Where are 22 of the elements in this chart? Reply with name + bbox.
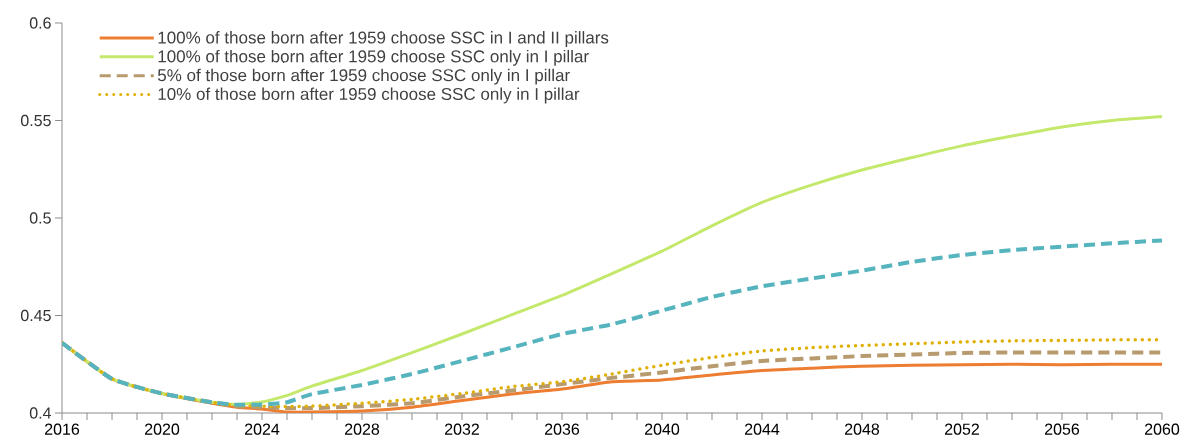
- legend-label: 10% of those born after 1959 choose SSC only in I pillar: [158, 87, 580, 104]
- x-tick-label: 2032: [445, 423, 479, 435]
- x-tick-label: 2052: [945, 423, 979, 435]
- y-tick-label: 0.5: [29, 212, 51, 224]
- legend-label: 100% of those born after 1959 choose SSC only in I pillar: [158, 49, 589, 66]
- line-series: [62, 238, 1162, 407]
- x-tick-label: 2020: [145, 423, 180, 435]
- y-tick-label: 0.45: [20, 309, 51, 322]
- x-tick-label: 2036: [545, 423, 580, 435]
- x-tick-label: 2048: [845, 423, 880, 435]
- x-tick-label: 2028: [345, 423, 380, 435]
- y-tick-label: 0.55: [20, 114, 51, 127]
- y-tick-label: 0.6: [29, 17, 51, 29]
- x-tick-label: 2060: [1145, 423, 1180, 435]
- legend-label: 5% of those born after 1959 choose SSC only in I pillar: [157, 68, 570, 85]
- x-tick-label: 2056: [1045, 423, 1080, 435]
- x-tick-label: 2044: [745, 423, 780, 435]
- x-tick-label: 2016: [45, 423, 80, 435]
- legend-label: 100% of those born after 1959 choose SSC in I and II pillars: [158, 31, 609, 47]
- x-tick-label: 2024: [245, 423, 280, 435]
- y-tick-label: 0.4: [29, 407, 52, 419]
- x-tick-label: 2040: [645, 423, 680, 435]
